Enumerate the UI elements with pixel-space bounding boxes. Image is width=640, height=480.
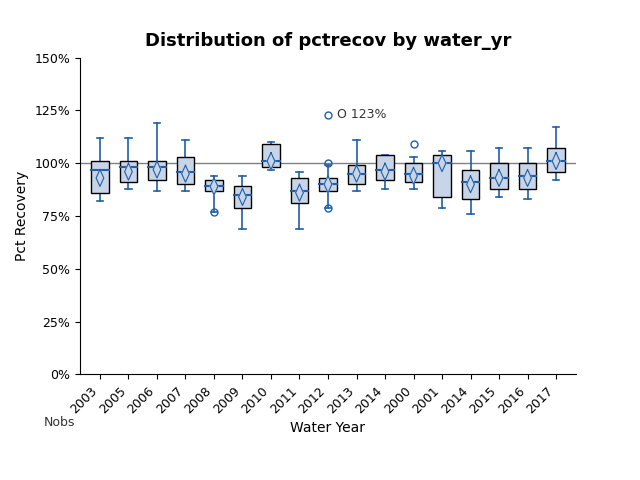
Polygon shape: [182, 165, 189, 182]
FancyBboxPatch shape: [148, 161, 166, 180]
Y-axis label: Pct Recovery: Pct Recovery: [15, 171, 29, 261]
FancyBboxPatch shape: [490, 163, 508, 189]
FancyBboxPatch shape: [547, 148, 564, 172]
Text: Nobs: Nobs: [44, 416, 75, 429]
FancyBboxPatch shape: [262, 144, 280, 168]
Polygon shape: [239, 189, 246, 205]
FancyBboxPatch shape: [519, 163, 536, 189]
Polygon shape: [552, 153, 560, 169]
Polygon shape: [153, 161, 161, 178]
FancyBboxPatch shape: [433, 155, 451, 197]
X-axis label: Water Year: Water Year: [291, 421, 365, 435]
Polygon shape: [96, 169, 104, 186]
FancyBboxPatch shape: [348, 165, 365, 184]
Polygon shape: [495, 169, 503, 186]
Text: O 123%: O 123%: [337, 108, 386, 121]
Polygon shape: [381, 163, 389, 180]
FancyBboxPatch shape: [291, 178, 308, 204]
Title: Distribution of pctrecov by water_yr: Distribution of pctrecov by water_yr: [145, 33, 511, 50]
Polygon shape: [410, 168, 417, 184]
FancyBboxPatch shape: [177, 157, 194, 184]
Polygon shape: [210, 178, 218, 195]
FancyBboxPatch shape: [92, 161, 109, 193]
Polygon shape: [125, 163, 132, 180]
FancyBboxPatch shape: [376, 155, 394, 180]
Polygon shape: [524, 169, 531, 186]
Polygon shape: [467, 176, 474, 193]
Polygon shape: [324, 176, 332, 193]
FancyBboxPatch shape: [319, 178, 337, 191]
FancyBboxPatch shape: [120, 161, 137, 182]
Polygon shape: [296, 184, 303, 201]
Polygon shape: [267, 153, 275, 169]
FancyBboxPatch shape: [462, 169, 479, 199]
FancyBboxPatch shape: [234, 186, 251, 207]
Polygon shape: [353, 165, 360, 182]
Polygon shape: [438, 155, 446, 172]
FancyBboxPatch shape: [405, 163, 422, 182]
FancyBboxPatch shape: [205, 180, 223, 191]
